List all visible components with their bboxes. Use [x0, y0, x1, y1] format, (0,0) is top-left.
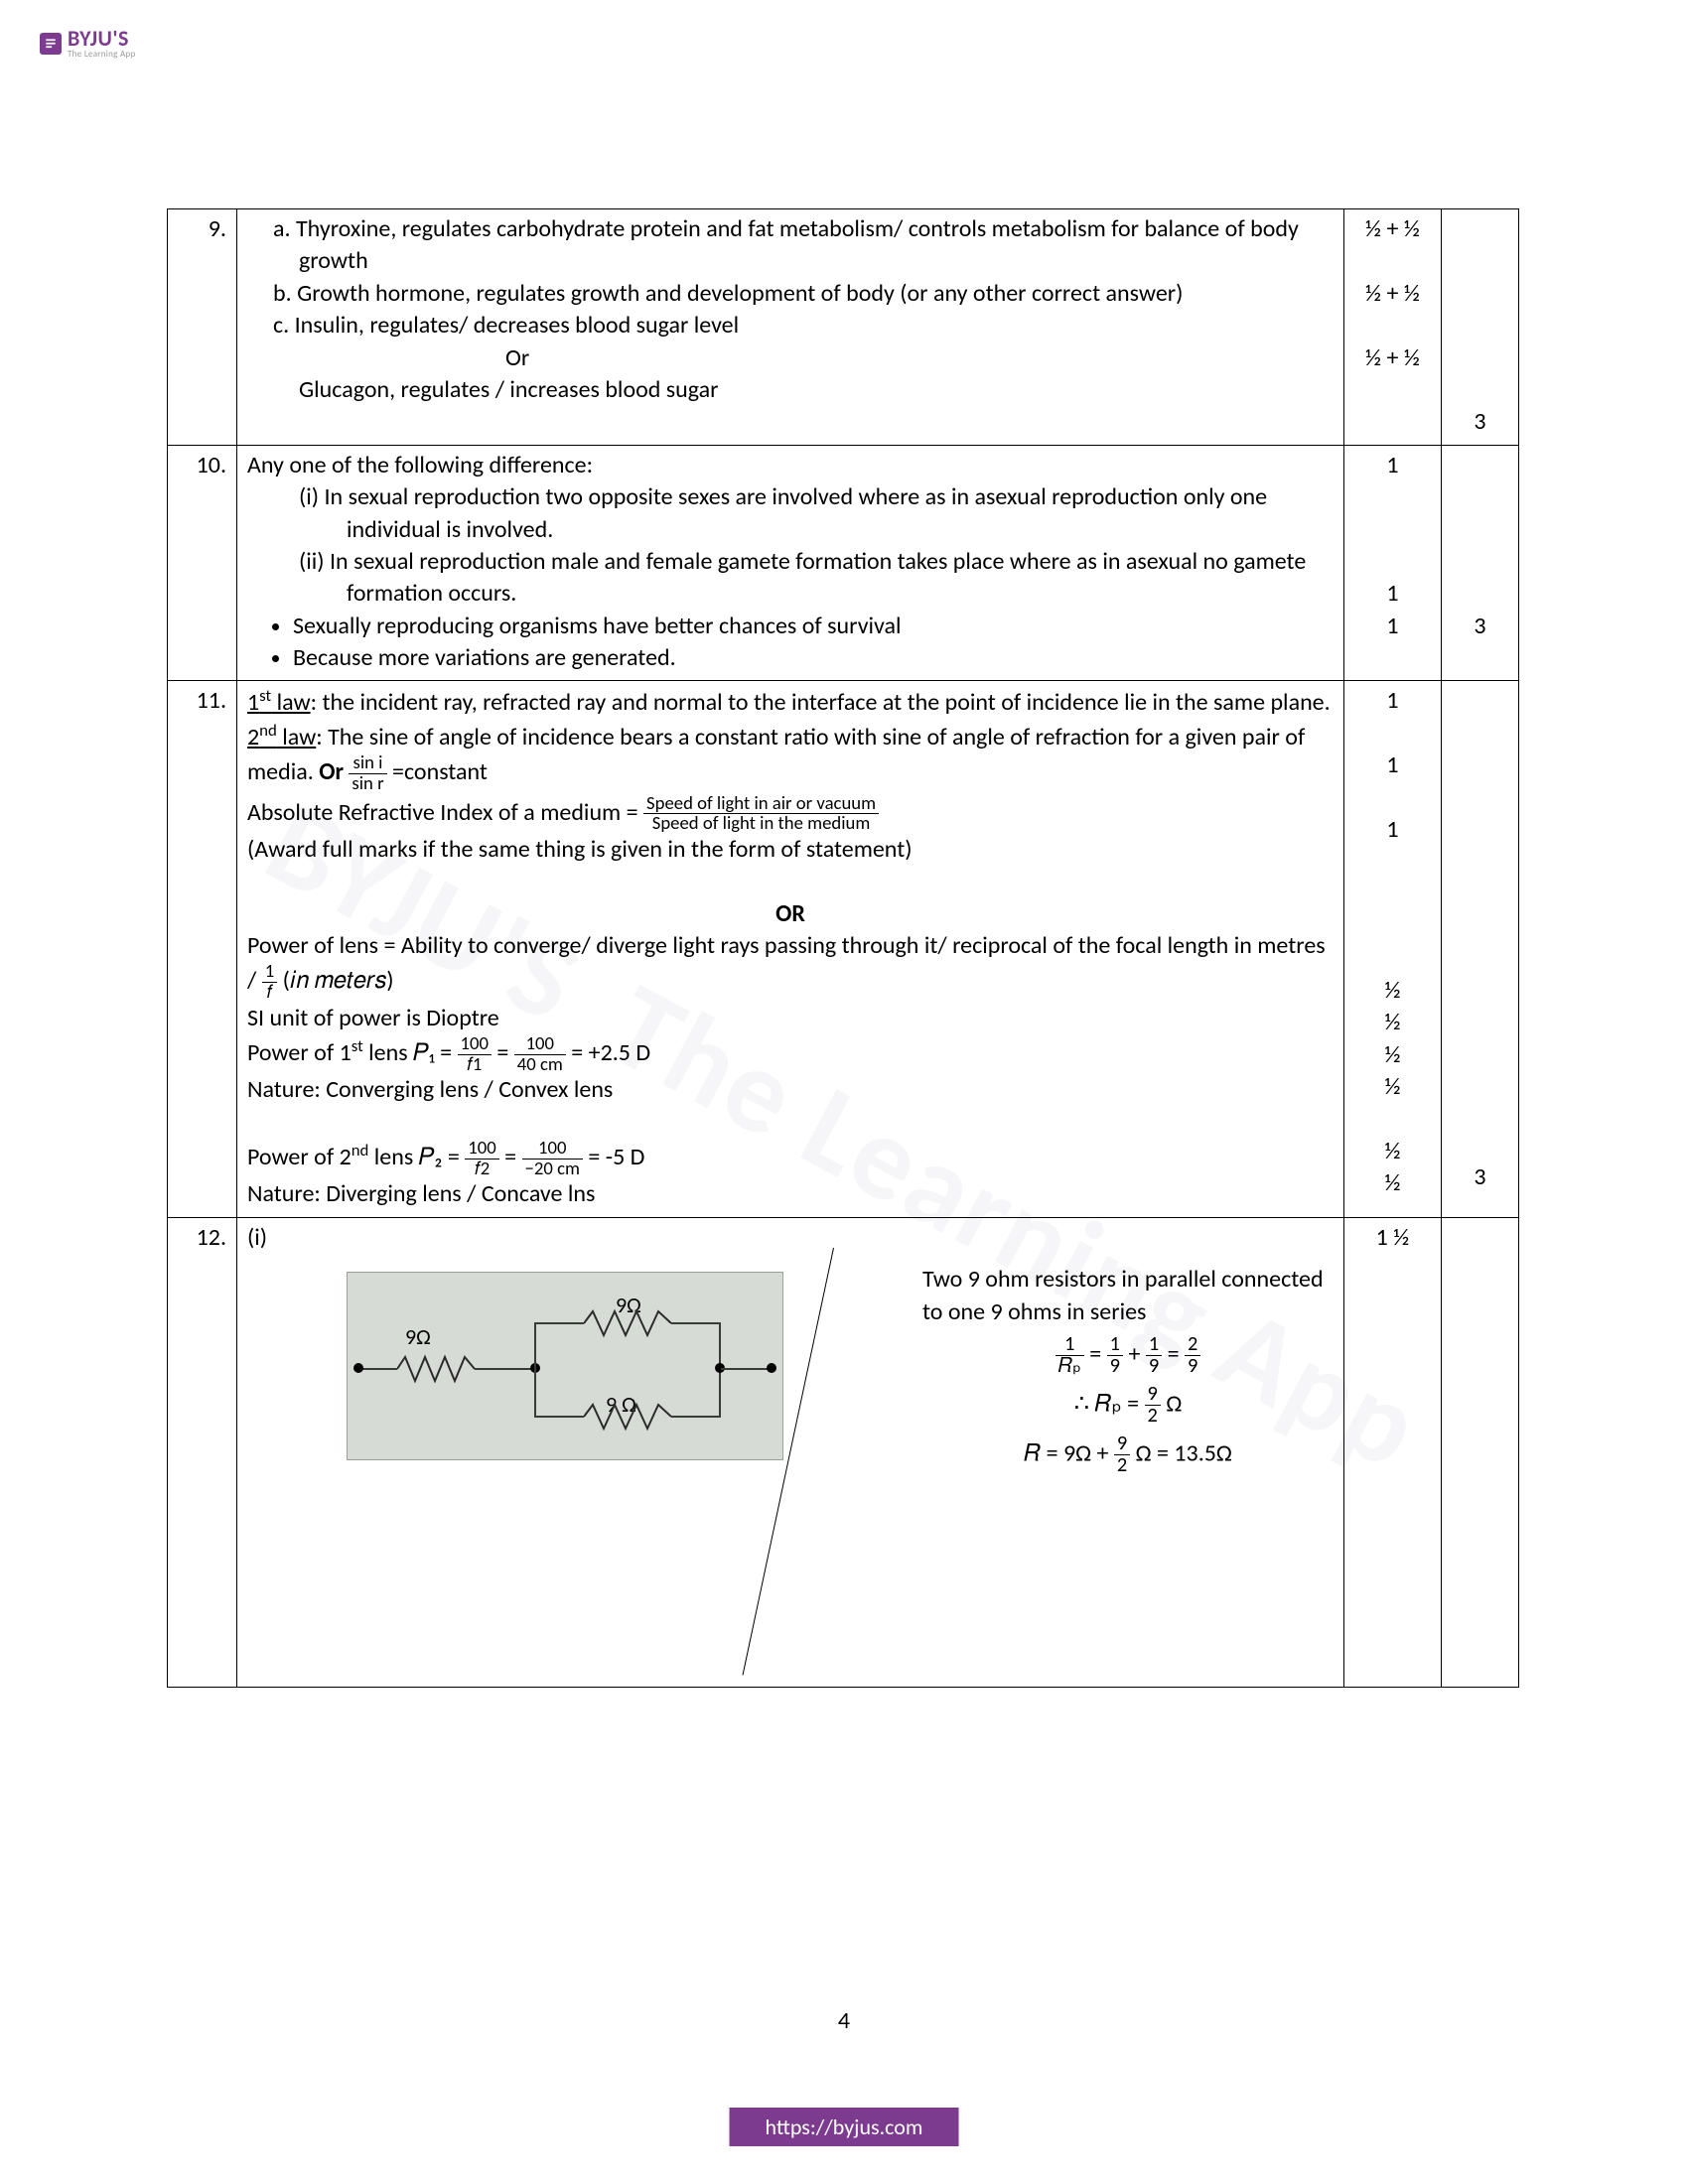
brand-logo: BYJU'S The Learning App — [40, 28, 136, 59]
q-number: 9. — [168, 209, 237, 446]
text: 2nd law: The sine of angle of incidence … — [247, 720, 1334, 794]
mark: ½ — [1354, 1071, 1431, 1103]
text: Power of 2nd lens 𝑃₂ = 100𝑓2 = 100−20 cm… — [247, 1139, 1334, 1178]
q-number: 11. — [168, 681, 237, 1217]
text: Power of 1st lens 𝑃₁ = 100𝑓1 = 10040 cm … — [247, 1034, 1334, 1074]
mark: 1 — [1354, 814, 1431, 846]
mark: ½ + ½ — [1354, 213, 1431, 245]
mark: 1 — [1354, 685, 1431, 717]
answer-table: 9. a. Thyroxine, regulates carbohydrate … — [167, 208, 1519, 1688]
text: Power of lens = Ability to converge/ div… — [247, 930, 1334, 1003]
brand-tagline: The Learning App — [68, 50, 136, 59]
text: Sexually reproducing organisms have bett… — [293, 611, 1334, 642]
text: Nature: Diverging lens / Concave lns — [247, 1178, 1334, 1210]
mark: ½ + ½ — [1354, 278, 1431, 310]
text: Nature: Converging lens / Convex lens — [247, 1074, 1334, 1106]
total-col: 3 — [1442, 681, 1519, 1217]
text: Glucagon, regulates / increases blood su… — [247, 374, 1334, 406]
mark: 1 — [1354, 750, 1431, 781]
mark: 1 — [1354, 611, 1431, 642]
brand-name: BYJU'S — [68, 28, 136, 50]
mark: 1 — [1354, 450, 1431, 481]
mark: ½ + ½ — [1354, 342, 1431, 374]
mark: ½ — [1354, 1039, 1431, 1071]
page-number: 4 — [0, 2006, 1688, 2035]
q-number: 12. — [168, 1217, 237, 1687]
total: 3 — [1452, 1161, 1508, 1193]
text: (ii) In sexual reproduction male and fem… — [247, 546, 1334, 611]
q12-split: 9Ω 9Ω 9 Ω — [247, 1254, 1334, 1681]
q-content: 1st law: the incident ray, refracted ray… — [237, 681, 1344, 1217]
total-col: 3 — [1442, 209, 1519, 446]
text: b. Growth hormone, regulates growth and … — [247, 278, 1334, 310]
equation: ∴ 𝑅ₚ = 92 Ω — [922, 1384, 1334, 1428]
text: Absolute Refractive Index of a medium = … — [247, 794, 1334, 834]
q-content: (i) 9Ω 9Ω 9 Ω — [237, 1217, 1344, 1687]
mark: ½ — [1354, 1167, 1431, 1199]
marks-col: ½ + ½ ½ + ½ ½ + ½ — [1344, 209, 1442, 446]
q-content: a. Thyroxine, regulates carbohydrate pro… — [237, 209, 1344, 446]
text: 1st law: the incident ray, refracted ray… — [247, 685, 1334, 719]
mark: ½ — [1354, 1136, 1431, 1167]
text: c. Insulin, regulates/ decreases blood s… — [247, 310, 1334, 341]
table-row: 9. a. Thyroxine, regulates carbohydrate … — [168, 209, 1519, 446]
answer-table-container: 9. a. Thyroxine, regulates carbohydrate … — [167, 208, 1519, 1688]
logo-badge-icon — [40, 33, 62, 55]
text: SI unit of power is Dioptre — [247, 1003, 1334, 1034]
total-col: 3 — [1442, 445, 1519, 681]
total: 3 — [1452, 611, 1508, 642]
equation: 𝑅 = 9Ω + 92 Ω = 13.5Ω — [922, 1433, 1334, 1477]
table-row: 12. (i) 9Ω 9Ω 9 Ω — [168, 1217, 1519, 1687]
text: Any one of the following difference: — [247, 450, 1334, 481]
q12-right: Two 9 ohm resistors in parallel connecte… — [922, 1264, 1334, 1476]
marks-col: 1 ½ — [1344, 1217, 1442, 1687]
marks-col: 1 1 1 — [1344, 445, 1442, 681]
footer-url: https://byjus.com — [730, 2108, 959, 2146]
mark: ½ — [1354, 975, 1431, 1007]
total: 3 — [1452, 406, 1508, 438]
text: (Award full marks if the same thing is g… — [247, 834, 1334, 866]
text: OR — [247, 898, 1334, 930]
q-number: 10. — [168, 445, 237, 681]
text: Two 9 ohm resistors in parallel connecte… — [922, 1264, 1334, 1328]
text: (i) — [247, 1222, 1334, 1254]
mark: 1 ½ — [1354, 1222, 1431, 1254]
q-content: Any one of the following difference: (i)… — [237, 445, 1344, 681]
table-row: 10. Any one of the following difference:… — [168, 445, 1519, 681]
total-col — [1442, 1217, 1519, 1687]
table-row: 11. 1st law: the incident ray, refracted… — [168, 681, 1519, 1217]
marks-col: 1 1 1 ½ ½ ½ ½ ½ ½ — [1344, 681, 1442, 1217]
text: a. Thyroxine, regulates carbohydrate pro… — [247, 213, 1334, 278]
mark: 1 — [1354, 578, 1431, 610]
text: Because more variations are generated. — [293, 642, 1334, 674]
equation: 1𝑅ₚ = 19 + 19 = 29 — [922, 1334, 1334, 1378]
resistor-label: 9Ω — [405, 1322, 431, 1352]
circuit-diagram: 9Ω 9Ω 9 Ω — [347, 1272, 783, 1460]
text: (i) In sexual reproduction two opposite … — [247, 481, 1334, 546]
text: Or — [247, 342, 1334, 374]
mark: ½ — [1354, 1007, 1431, 1038]
